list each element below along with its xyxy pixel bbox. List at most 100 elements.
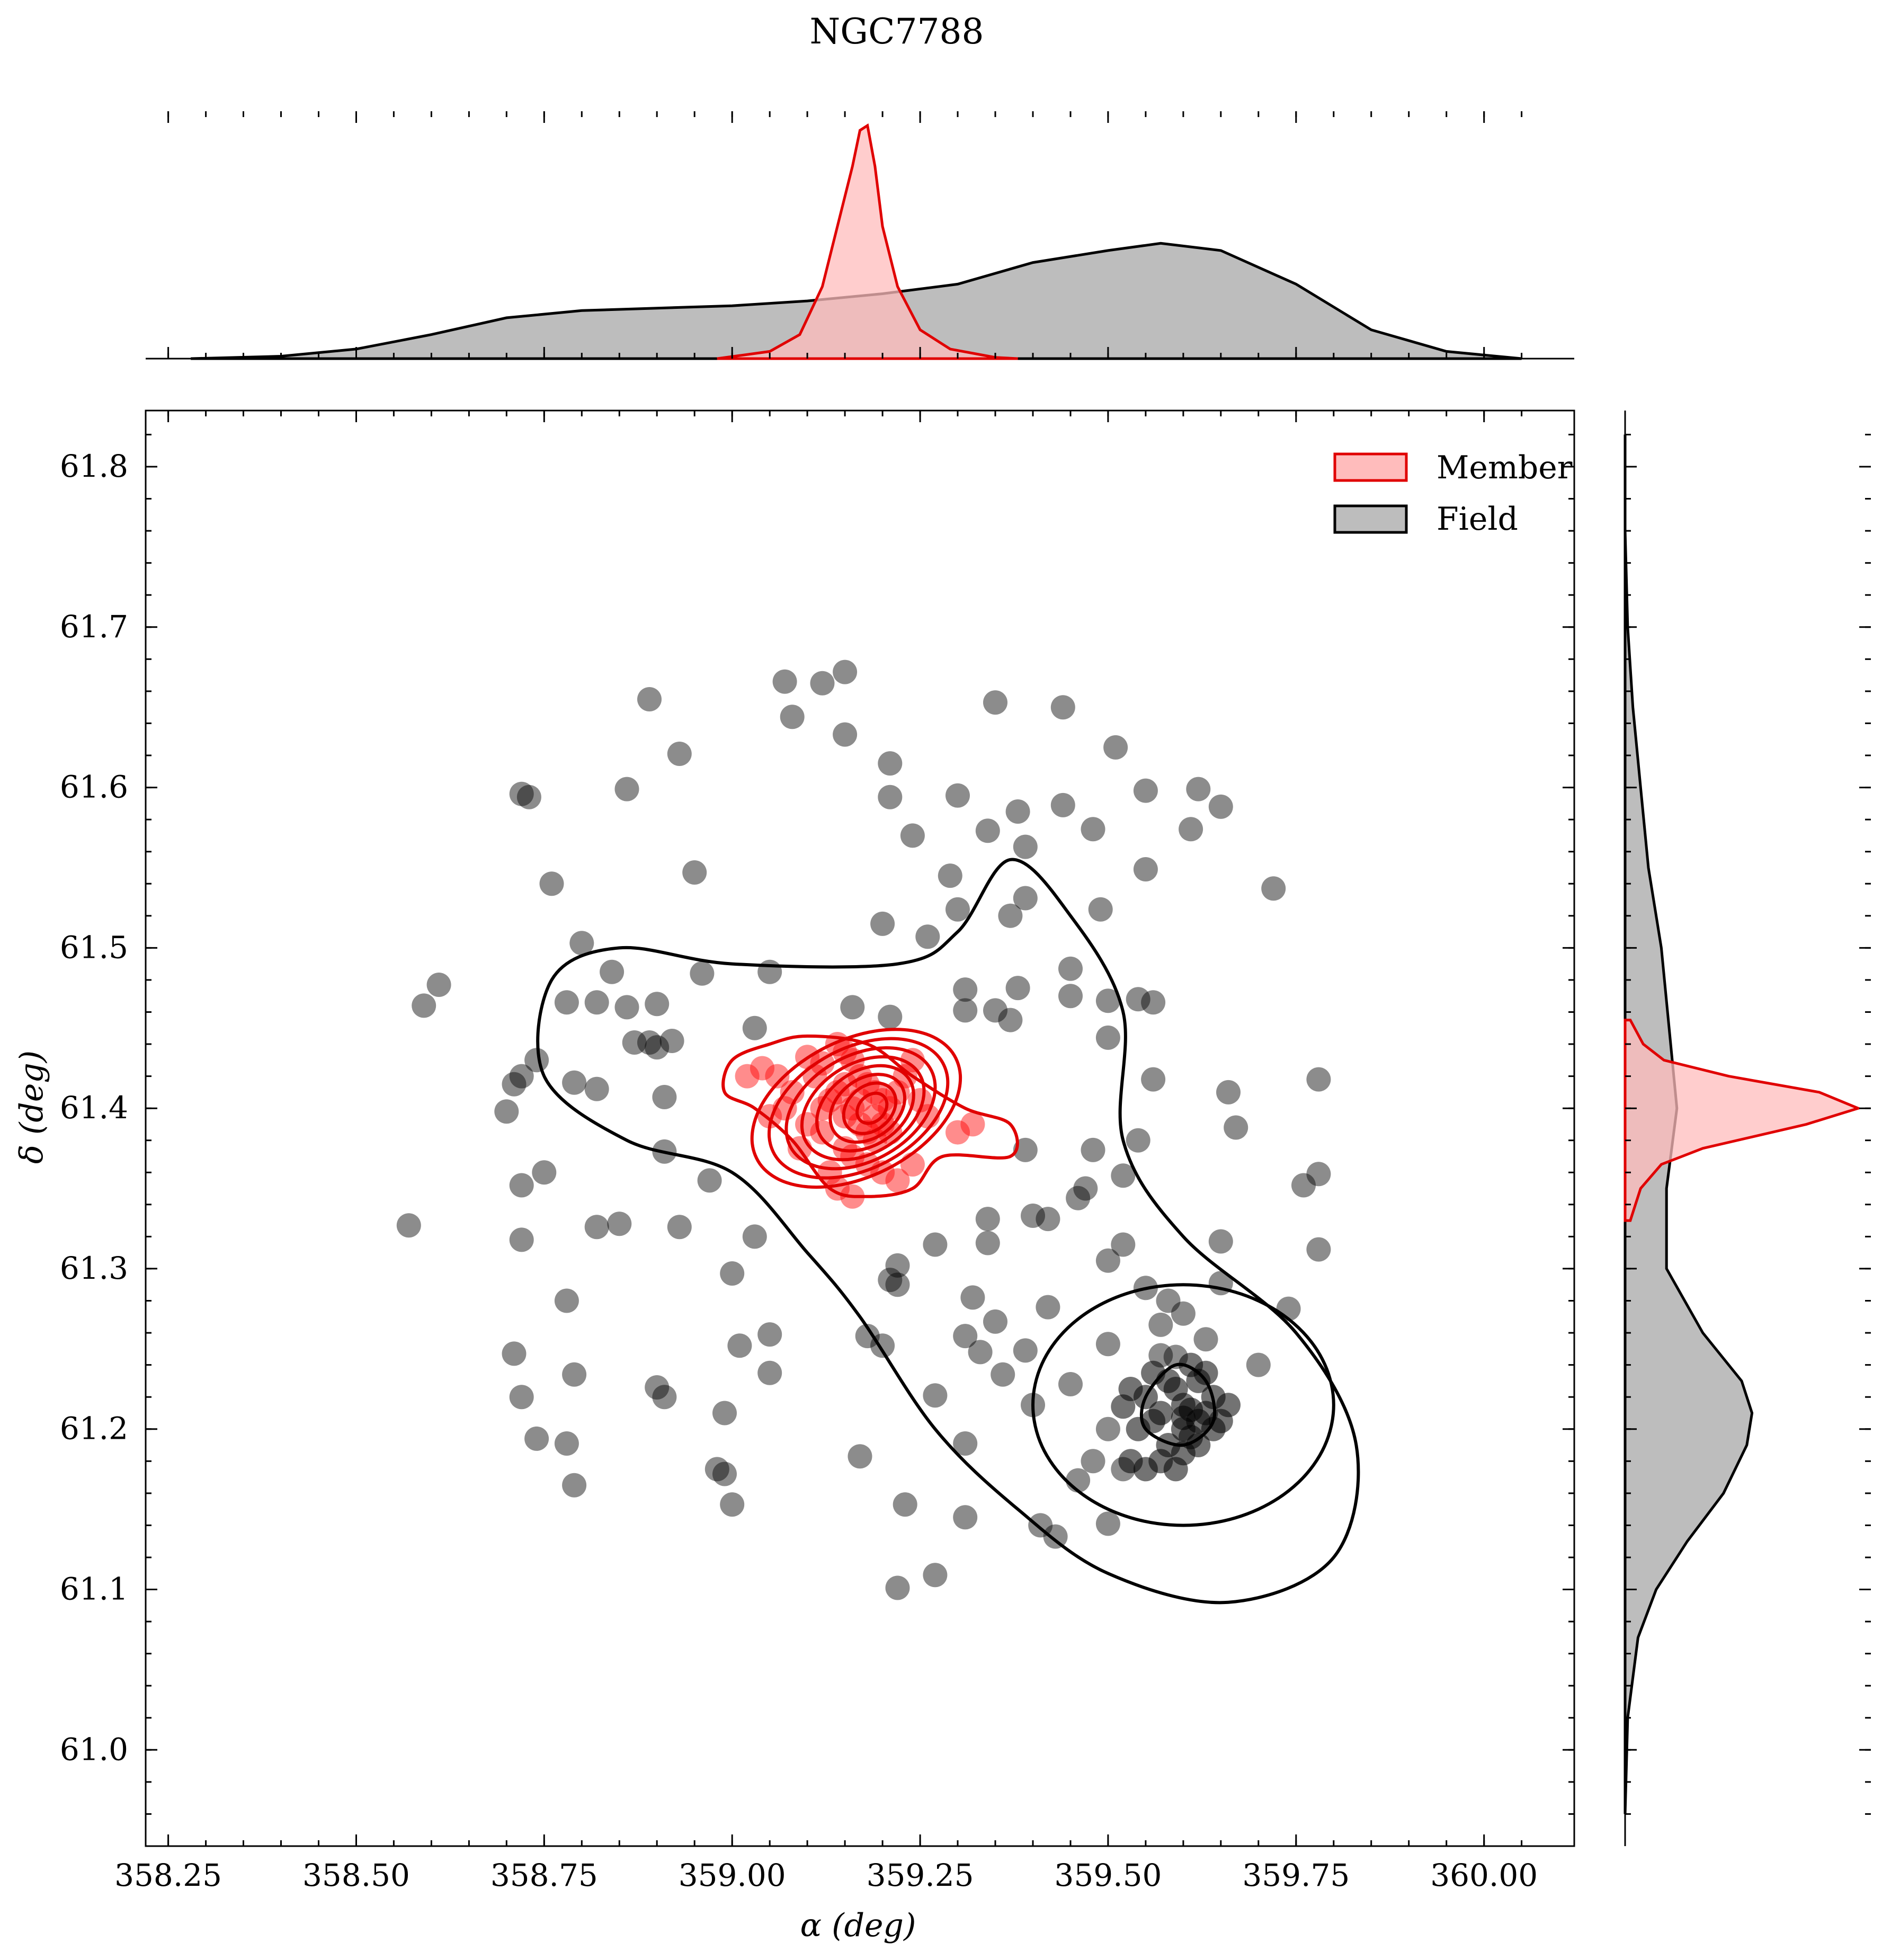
- field-core-point: [1201, 1416, 1226, 1441]
- field-point: [509, 1227, 534, 1252]
- field-point: [509, 781, 534, 806]
- field-point: [1005, 976, 1030, 1001]
- y-tick-label: 61.4: [60, 1090, 128, 1126]
- field-contour-inner: [1139, 1362, 1217, 1447]
- field-point: [953, 1505, 978, 1530]
- field-point: [938, 863, 962, 888]
- member-contour-4: [784, 1046, 937, 1171]
- field-point: [652, 1085, 677, 1109]
- field-point: [412, 993, 436, 1018]
- field-point: [396, 1213, 421, 1238]
- field-point: [870, 911, 895, 936]
- member-contour-6: [815, 1064, 915, 1153]
- kde-x-member: [717, 123, 1018, 360]
- field-point: [1133, 778, 1158, 803]
- field-point: [833, 660, 858, 684]
- field-point: [848, 1444, 872, 1469]
- field-point: [1095, 1416, 1120, 1441]
- field-point: [1058, 984, 1083, 1009]
- field-point: [584, 990, 609, 1015]
- field-core-point: [1118, 1449, 1143, 1474]
- legend-swatch-field: [1333, 504, 1408, 534]
- field-point: [757, 1322, 782, 1347]
- member-point: [946, 1120, 970, 1145]
- field-point: [923, 1232, 948, 1257]
- field-point: [1088, 897, 1113, 922]
- field-point: [975, 1231, 1000, 1255]
- field-point: [975, 1207, 1000, 1232]
- x-axis-label: α (deg): [800, 1907, 916, 1944]
- field-point: [697, 1168, 722, 1193]
- field-point: [742, 1015, 767, 1040]
- right-marginal-panel: [1624, 411, 1871, 1846]
- field-point: [600, 959, 625, 984]
- field-point: [426, 973, 451, 997]
- field-point: [1058, 1372, 1083, 1396]
- legend-label-field: Field: [1437, 501, 1518, 538]
- field-contour-middle: [1031, 1283, 1335, 1527]
- field-core-point: [1118, 1377, 1143, 1401]
- field-point: [539, 871, 564, 896]
- field-point: [569, 931, 594, 956]
- field-point: [554, 1288, 579, 1313]
- member-point: [833, 1072, 858, 1097]
- field-point: [502, 1072, 527, 1097]
- field-point: [645, 1375, 670, 1400]
- field-point: [1193, 1327, 1218, 1352]
- x-tick-label: 358.25: [114, 1857, 222, 1893]
- member-point: [900, 1048, 925, 1073]
- field-point: [1186, 777, 1211, 801]
- field-point: [1208, 794, 1233, 819]
- field-point: [885, 1253, 910, 1278]
- legend-swatch-member: [1333, 452, 1408, 482]
- field-point: [509, 1173, 534, 1198]
- legend-label-member: Member: [1437, 449, 1573, 486]
- field-point: [1111, 1163, 1136, 1188]
- field-point: [509, 1385, 534, 1410]
- field-point: [1224, 1115, 1248, 1140]
- field-point: [690, 961, 715, 986]
- field-point: [1126, 987, 1150, 1012]
- field-point: [1171, 1301, 1196, 1326]
- field-point: [622, 1030, 647, 1055]
- field-point: [659, 1029, 684, 1053]
- field-point: [1081, 1137, 1105, 1162]
- field-point: [878, 751, 903, 776]
- field-point: [1081, 817, 1105, 842]
- field-point: [1005, 799, 1030, 824]
- field-point: [554, 1431, 579, 1456]
- field-point: [584, 1076, 609, 1101]
- field-core-point: [1216, 1393, 1241, 1418]
- field-point: [780, 705, 805, 729]
- member-contour-5: [800, 1055, 926, 1162]
- field-point: [614, 777, 639, 801]
- x-tick-labels: 358.25 358.50 358.75 359.00 359.25 359.50 359.…: [114, 1857, 1538, 1893]
- y-tick-label: 61.8: [60, 448, 128, 484]
- x-tick-label: 359.25: [867, 1857, 974, 1893]
- y-tick-label: 61.0: [60, 1731, 128, 1767]
- field-point: [614, 995, 639, 1020]
- top-marginal-panel: [146, 111, 1574, 360]
- field-point: [885, 1272, 910, 1297]
- field-point: [524, 1426, 549, 1451]
- field-point: [712, 1401, 737, 1426]
- main-plot-panel: 358.25 358.50 358.75 359.00 359.25 359.50 359.…: [13, 409, 1575, 1944]
- field-point: [833, 722, 858, 747]
- field-point: [1291, 1173, 1316, 1198]
- field-point: [1306, 1162, 1331, 1187]
- field-point: [562, 1473, 587, 1498]
- field-point: [915, 924, 940, 949]
- member-point: [780, 1080, 805, 1104]
- member-contour-7: [828, 1073, 907, 1144]
- field-point: [946, 897, 970, 922]
- field-point: [712, 1462, 737, 1486]
- field-point: [652, 1385, 677, 1410]
- field-point: [983, 1309, 1007, 1334]
- y-tick-label: 61.3: [60, 1250, 128, 1286]
- plot-frame: [145, 409, 1575, 1847]
- field-point: [584, 1215, 609, 1240]
- x-tick-label: 360.00: [1430, 1857, 1538, 1893]
- field-point: [953, 1324, 978, 1349]
- field-point: [720, 1261, 745, 1286]
- legend: Member Field: [1333, 449, 1573, 538]
